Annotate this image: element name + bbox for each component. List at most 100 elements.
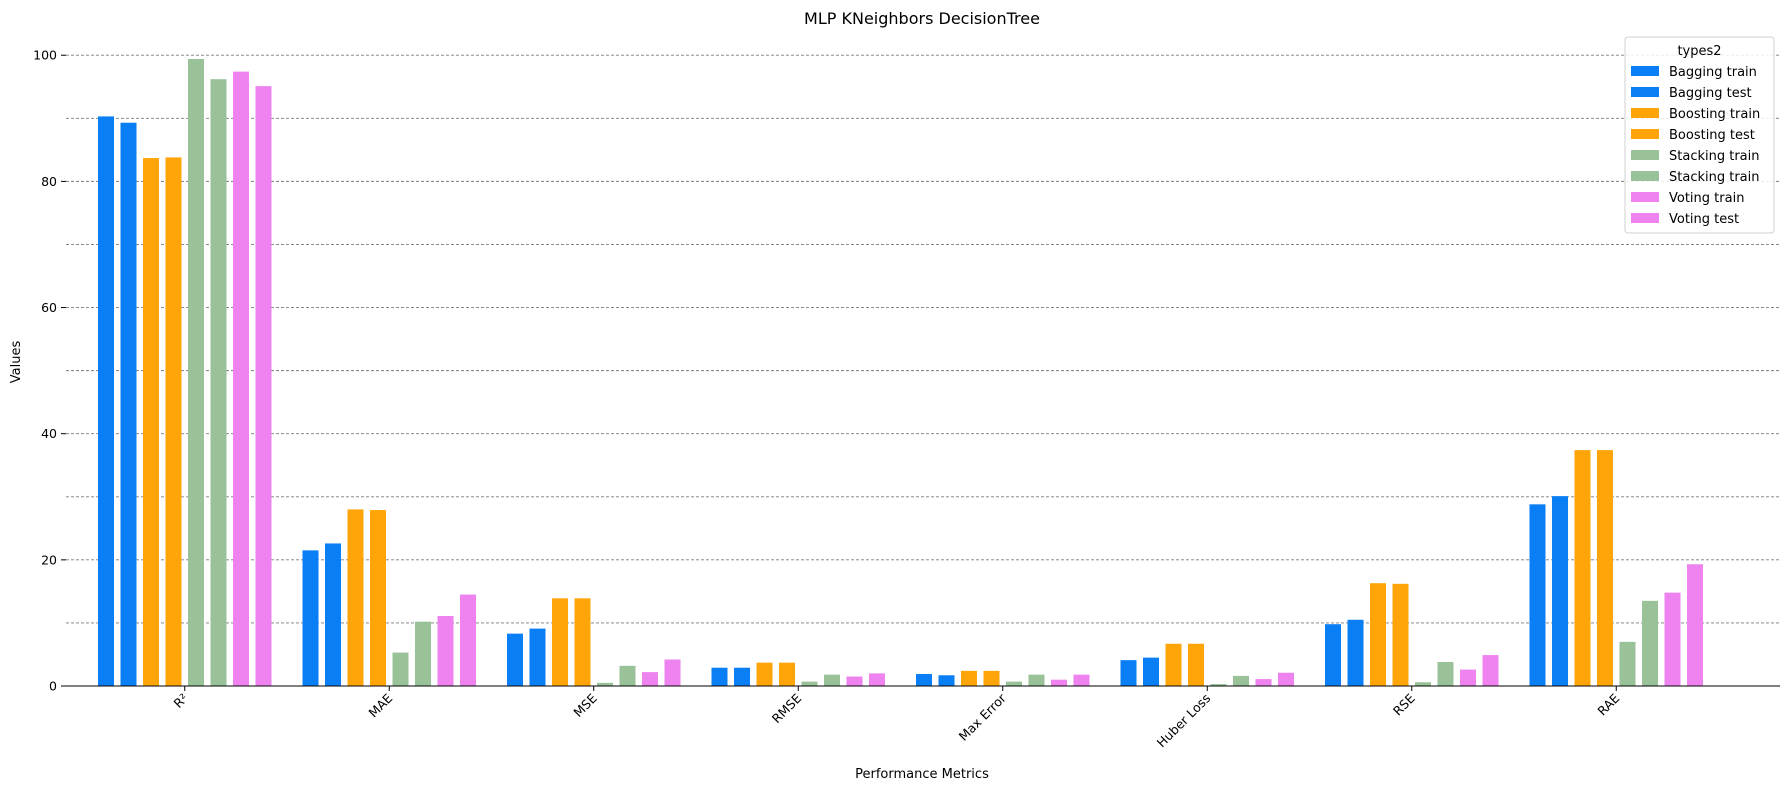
bar [210,79,227,686]
y-tick-label: 100 [33,48,57,63]
bar [1051,679,1067,686]
bar [507,633,523,686]
grid-lines [66,54,1780,624]
legend-entry: Voting train [1669,191,1744,206]
bar [347,509,364,686]
legend-box [1624,36,1775,234]
bar [529,628,546,686]
bars [98,59,1703,687]
bar [165,157,182,686]
bar [392,652,409,686]
legend-entry: Voting test [1669,212,1739,227]
legend-swatch [1631,192,1659,202]
bar [983,670,1000,686]
bar [1028,674,1045,686]
bar [574,598,591,686]
bar [1392,583,1409,686]
y-tick-label: 20 [41,552,57,567]
x-tick-label: Huber Loss [1154,691,1214,751]
x-tick-label: RSE [1390,690,1418,718]
x-tick-label: Max Error [956,690,1010,744]
bar [824,674,840,686]
legend-title: types2 [1677,44,1721,59]
bar [916,674,932,686]
x-tick-label: R² [171,691,191,711]
bar [302,550,319,686]
bar [961,670,977,686]
bar [1073,674,1090,686]
x-tick-label: RAE [1594,690,1622,718]
bar [1278,672,1294,686]
bar [1552,496,1568,686]
bar [846,676,863,686]
legend-entry: Boosting train [1669,107,1760,122]
y-axis-label: Values [9,341,24,384]
legend-entry: Bagging train [1669,65,1757,80]
x-tick-label: MSE [570,690,600,720]
bar [1347,619,1364,686]
bar [188,59,204,687]
legend-entry: Bagging test [1669,86,1752,101]
y-tick-label: 40 [41,426,57,441]
bar [619,665,636,686]
legend-swatch [1631,87,1659,97]
bar [1529,504,1546,686]
bar [1597,450,1613,686]
bar [1006,681,1022,686]
bar [711,667,728,686]
bar [1325,624,1341,686]
bar [120,122,137,686]
bar [1255,679,1272,686]
bar [938,675,955,686]
bar [1415,682,1431,686]
bar [1687,564,1703,686]
bar [1482,655,1499,686]
bar [98,116,114,686]
x-axis-label: Performance Metrics [855,767,989,782]
bar [1188,643,1204,686]
bar [1642,600,1658,686]
legend-swatch [1631,213,1659,223]
bar [1120,660,1137,686]
legend-swatch [1631,171,1659,181]
bar [255,86,272,687]
bar [143,158,159,687]
chart-title: MLP KNeighbors DecisionTree [804,9,1040,28]
legend-swatch [1631,150,1659,160]
bar [415,621,431,686]
legend-entry: Stacking train [1669,170,1760,185]
bar [370,510,386,686]
bar [801,681,818,686]
legend-swatch [1631,108,1659,118]
legend-entry: Stacking train [1669,149,1760,164]
bar [1574,450,1591,686]
legend-swatch [1631,66,1659,76]
bar [642,672,658,686]
legend-entry: Boosting test [1669,128,1755,143]
bar [756,662,773,686]
y-tick-label: 0 [49,679,57,694]
bar [1437,662,1454,686]
legend-swatch [1631,129,1659,139]
bar [1370,583,1386,686]
x-tick-label: RMSE [769,690,805,726]
y-tick-label: 80 [41,174,57,189]
bar [869,673,885,686]
legend: types2 Bagging train Bagging test Boosting … [1624,36,1775,234]
bar [1233,675,1249,686]
bar [437,615,454,686]
bar [233,71,249,687]
bar [552,598,568,686]
bar [597,682,613,686]
axes: 0 20 40 60 80 100 R² MAE MSE RMSE Max Error Huber L… [33,48,1780,751]
bar [325,543,341,686]
bar [1210,684,1227,686]
y-tick-label: 60 [41,300,57,315]
bar [1165,643,1182,686]
bar [460,594,476,686]
bar [1143,657,1159,686]
bar [1619,641,1636,686]
bar [779,662,795,686]
bar [664,659,681,686]
